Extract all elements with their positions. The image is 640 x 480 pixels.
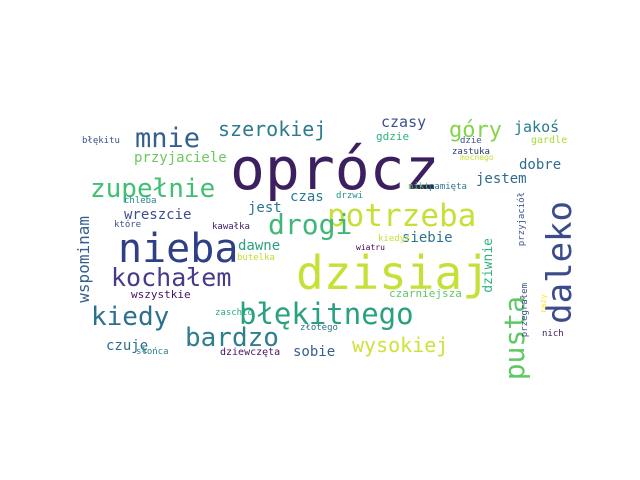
cloud-word: wysokiej	[352, 333, 449, 357]
cloud-word: nich	[542, 329, 564, 339]
cloud-word: kiedyś	[378, 234, 411, 244]
cloud-word: kawałka	[212, 222, 250, 232]
cloud-word: gardle	[531, 135, 568, 146]
cloud-word: dzie	[460, 136, 482, 146]
cloud-word: mocnego	[460, 153, 494, 162]
cloud-word: wszystkie	[131, 288, 191, 301]
cloud-word: zaschło	[215, 308, 253, 318]
cloud-word: drzwi	[336, 191, 364, 201]
cloud-word: gdzie	[376, 130, 410, 143]
cloud-word: pamięta	[429, 182, 467, 192]
cloud-word: potrzeba	[327, 198, 477, 234]
cloud-word: nieba	[118, 226, 239, 272]
cloud-word: chleba	[124, 196, 157, 206]
cloud-word: dobre	[519, 157, 562, 173]
cloud-word: błękitnego	[239, 297, 414, 331]
cloud-word: siebie	[402, 230, 453, 246]
cloud-word: drogi	[268, 208, 353, 241]
cloud-word: jakoś	[514, 118, 560, 136]
cloud-word: daleko	[540, 201, 580, 324]
cloud-word: czuję	[106, 338, 149, 354]
cloud-word: zupełnie	[90, 174, 216, 204]
cloud-word: jestem	[476, 171, 527, 187]
cloud-word: złotego	[300, 323, 338, 333]
cloud-word: razy	[539, 294, 548, 314]
cloud-word: kiedy	[91, 302, 170, 332]
cloud-word: wspominam	[74, 216, 93, 303]
cloud-word: przyjaciół	[517, 192, 527, 247]
cloud-word: sobie	[293, 344, 336, 360]
cloud-word: dzisiaj	[296, 246, 490, 300]
cloud-word: przyjaciele	[134, 150, 227, 166]
cloud-word: przegrałem	[520, 283, 530, 338]
cloud-word: błękitu	[82, 136, 120, 146]
cloud-word: oprócz	[230, 135, 440, 203]
cloud-word: czasy	[381, 113, 427, 131]
cloud-word: jest	[248, 200, 282, 216]
cloud-word: góry	[449, 118, 502, 143]
cloud-word: nikt	[408, 182, 430, 192]
cloud-word: czas	[290, 189, 324, 205]
cloud-word: szerokiej	[218, 117, 327, 141]
cloud-word: butelka	[237, 253, 275, 263]
cloud-word: kochałem	[111, 263, 232, 292]
cloud-word: wreszcie	[124, 207, 192, 223]
cloud-word: dziwnie	[481, 238, 496, 293]
cloud-word: czarniejsza	[389, 287, 462, 300]
cloud-word: dziewczęta	[220, 347, 281, 358]
cloud-word: bardzo	[185, 323, 279, 353]
cloud-word: słońca	[136, 347, 169, 357]
cloud-word: zastuka	[452, 147, 490, 157]
cloud-word: dawne	[238, 238, 281, 254]
cloud-word: mnie	[135, 123, 201, 154]
cloud-word: wiatru	[356, 243, 385, 252]
cloud-word: które	[114, 220, 142, 230]
